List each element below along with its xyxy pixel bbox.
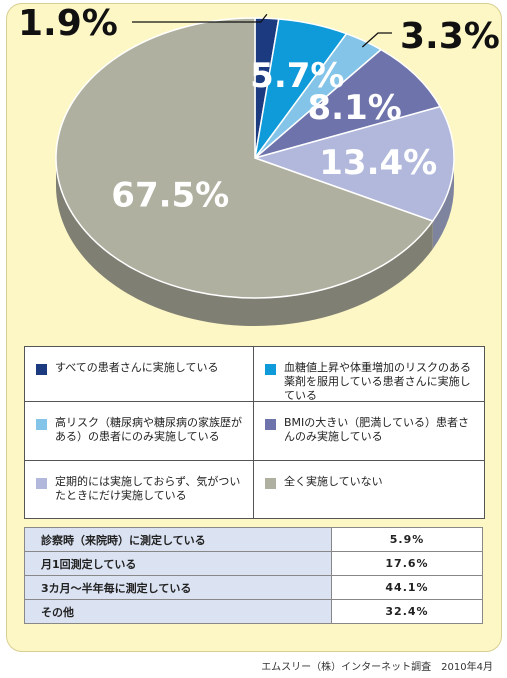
table-cell-label: 診察時（来院時）に測定している	[24, 527, 332, 552]
table-cell-value: 44.1%	[331, 575, 483, 600]
slice-value-label: 3.3%	[400, 16, 500, 57]
legend-swatch	[36, 364, 47, 375]
legend-item: 定期的には実施しておらず、気がついたときにだけ実施している	[25, 461, 254, 518]
pie-slice	[252, 105, 455, 222]
legend-item: 血糖値上昇や体重増加のリスクのある薬剤を服用している患者さんに実施している	[254, 347, 484, 402]
slice-value-label: 5.7%	[250, 56, 344, 96]
pie-slice	[55, 17, 434, 299]
table-row: その他 32.4%	[24, 599, 483, 624]
measurement-table: 診察時（来院時）に測定している 5.9% 月1回測定している 17.6% 3カ月…	[24, 527, 483, 624]
leader-line	[132, 13, 268, 23]
legend-label: BMIの大きい（肥満している）患者さんのみ実施している	[284, 416, 469, 443]
legend-item: 高リスク（糖尿病や糖尿病の家族歴がある）の患者にのみ実施している	[25, 402, 254, 461]
pie-chart: 1.9% 5.7% 3.3% 8.1% 13.4% 67.5%	[18, 3, 500, 326]
table-cell-label: 3カ月～半年毎に測定している	[24, 575, 332, 600]
table-row: 診察時（来院時）に測定している 5.9%	[24, 527, 483, 552]
slice-value-label: 67.5%	[111, 176, 229, 216]
pie-slice	[254, 48, 442, 159]
table-row: 3カ月～半年毎に測定している 44.1%	[24, 575, 483, 600]
legend-label: 全く実施していない	[284, 475, 383, 488]
legend-swatch	[265, 364, 276, 375]
legend-swatch	[265, 478, 276, 489]
legend-swatch	[36, 419, 47, 430]
legend-swatch	[36, 478, 47, 489]
legend: すべての患者さんに実施している 血糖値上昇や体重増加のリスクのある薬剤を服用して…	[24, 346, 485, 519]
legend-label: 高リスク（糖尿病や糖尿病の家族歴がある）の患者にのみ実施している	[55, 416, 242, 443]
slice-value-label: 13.4%	[319, 143, 437, 183]
legend-swatch	[265, 419, 276, 430]
pie-side-wall	[55, 158, 433, 326]
leader-line	[361, 32, 392, 48]
legend-item: BMIの大きい（肥満している）患者さんのみ実施している	[254, 402, 484, 461]
table-cell-value: 32.4%	[331, 599, 483, 624]
table-cell-label: その他	[24, 599, 332, 624]
legend-item: 全く実施していない	[254, 461, 484, 518]
table-row: 月1回測定している 17.6%	[24, 551, 483, 576]
legend-label: 血糖値上昇や体重増加のリスクのある薬剤を服用している患者さんに実施している	[284, 361, 471, 402]
slice-value-label: 8.1%	[308, 88, 402, 128]
legend-item: すべての患者さんに実施している	[25, 347, 254, 402]
table-cell-label: 月1回測定している	[24, 551, 332, 576]
slice-value-label: 1.9%	[18, 3, 118, 44]
table-cell-value: 5.9%	[331, 527, 483, 552]
source-note: エムスリー（株）インターネット調査 2010年4月	[261, 662, 493, 673]
legend-label: 定期的には実施しておらず、気がついたときにだけ実施している	[55, 475, 241, 502]
table-cell-value: 17.6%	[331, 551, 483, 576]
legend-label: すべての患者さんに実施している	[55, 361, 219, 374]
